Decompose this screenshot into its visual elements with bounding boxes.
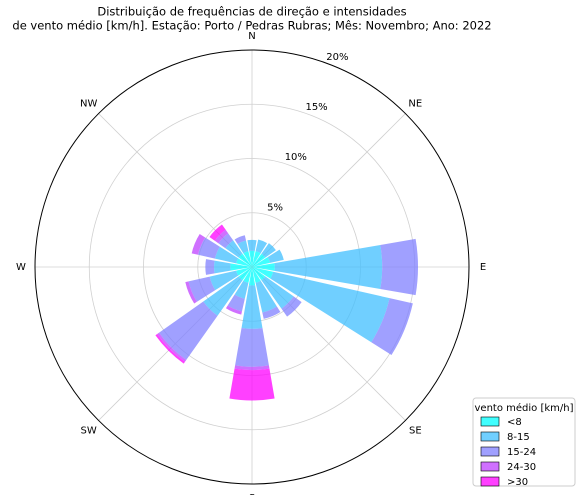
chart-title: de vento médio [km/h]. Estação: Porto / …: [12, 19, 491, 33]
radial-tick-label: 5%: [267, 202, 283, 213]
wedge: [371, 298, 413, 356]
wedge: [225, 240, 243, 258]
wedge: [188, 276, 216, 302]
wedge: [252, 251, 261, 267]
legend-swatch: [480, 431, 500, 442]
legend-swatch: [480, 476, 500, 487]
wedge: [243, 251, 252, 267]
polar-frame: [34, 49, 470, 485]
wedge: [214, 229, 229, 244]
angular-tick-label: W: [16, 262, 26, 273]
wedge: [209, 224, 226, 241]
wedge: [234, 235, 247, 245]
legend-label: <8: [507, 417, 522, 428]
angular-tick-label: SW: [81, 425, 97, 436]
wedge: [255, 280, 277, 313]
wedge: [229, 368, 275, 401]
wedge: [198, 237, 220, 259]
wedge: [209, 270, 239, 291]
legend-swatch: [480, 446, 500, 457]
wedge: [281, 296, 302, 317]
wedge: [380, 238, 419, 296]
wedge: [252, 257, 270, 267]
wedge: [203, 276, 243, 316]
wedge: [241, 285, 263, 329]
wedge: [234, 365, 270, 371]
legend-title: vento médio [km/h]: [475, 402, 574, 414]
legend-label: 8-15: [507, 432, 530, 443]
wedge: [214, 246, 239, 264]
wedge: [248, 267, 256, 286]
wedge: [252, 253, 266, 267]
wedge: [243, 267, 252, 283]
wedge: [270, 271, 390, 343]
radial-tick-label: 15%: [305, 102, 327, 113]
wedge: [191, 233, 206, 255]
wedge: [227, 294, 245, 312]
angular-tick-label: N: [248, 31, 255, 42]
angular-tick-label: SE: [409, 425, 422, 436]
wedge: [237, 240, 249, 254]
wedge: [261, 276, 294, 309]
angular-tick-label: S: [249, 493, 255, 495]
radial-tick-label: 20%: [326, 52, 348, 63]
wedge: [267, 249, 284, 263]
legend-label: 15-24: [507, 447, 536, 458]
legend-label: >30: [507, 477, 528, 488]
radial-tick-label: 10%: [285, 152, 307, 163]
wedge: [255, 239, 268, 254]
wedge: [252, 267, 261, 283]
wedge: [247, 239, 257, 251]
legend: vento médio [km/h] <8 8-15 15-24 24-30 >30: [472, 397, 576, 488]
wedge: [158, 301, 218, 361]
wedge: [185, 281, 197, 304]
wedge: [225, 305, 242, 315]
wedge: [236, 258, 252, 267]
wedge: [262, 306, 281, 319]
legend-swatch: [480, 416, 500, 427]
wedge: [155, 334, 185, 364]
wedge: [261, 243, 276, 258]
angular-tick-label: NW: [80, 99, 97, 110]
wedge: [214, 260, 231, 274]
wedge: [238, 267, 252, 281]
wedge: [274, 244, 383, 290]
wedge: [218, 233, 234, 249]
legend-label: 24-30: [507, 462, 536, 473]
wedge: [234, 280, 249, 299]
wedge: [205, 259, 215, 275]
wedge: [236, 267, 252, 276]
chart-title: Distribuição de frequências de direção e…: [97, 5, 406, 19]
wedge: [252, 267, 266, 281]
wedge: [252, 267, 274, 279]
wedge: [252, 263, 275, 271]
wedge: [249, 250, 255, 267]
angular-tick-label: NE: [408, 99, 422, 110]
wedge: [238, 253, 252, 267]
angular-tick-label: E: [480, 262, 486, 273]
wedge: [235, 327, 269, 367]
wedge: [230, 263, 252, 271]
wedge: [157, 332, 187, 362]
legend-swatch: [480, 461, 500, 472]
